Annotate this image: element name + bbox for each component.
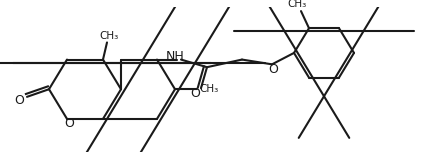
Text: O: O <box>64 117 74 130</box>
Text: NH: NH <box>166 50 184 63</box>
Text: CH₃: CH₃ <box>288 0 307 9</box>
Text: CH₃: CH₃ <box>99 31 118 41</box>
Text: O: O <box>14 94 24 107</box>
Text: CH₃: CH₃ <box>199 84 219 94</box>
Text: O: O <box>190 87 200 100</box>
Text: O: O <box>268 63 278 76</box>
